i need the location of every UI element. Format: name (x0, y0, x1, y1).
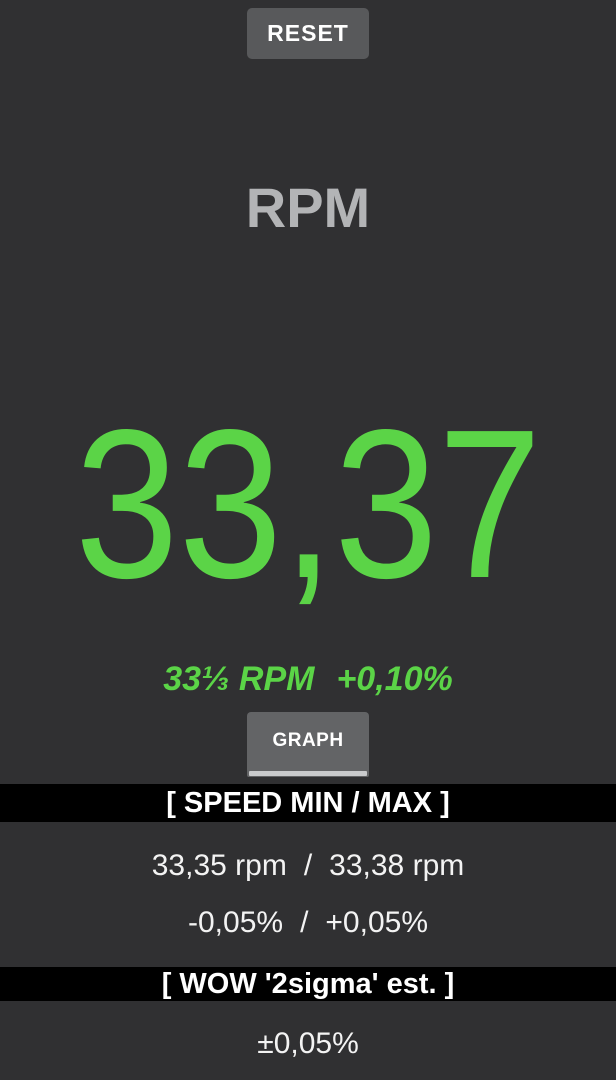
speed-max-rpm: 33,38 rpm (329, 849, 465, 882)
nominal-speed-row: 33⅓ RPM +0,10% (0, 660, 616, 699)
rpm-value-display: 33,37 (0, 398, 616, 610)
rpm-separator-slash: / (303, 849, 313, 882)
deviation-label: +0,10% (336, 660, 453, 698)
speed-minmax-header: [ SPEED MIN / MAX ] (0, 784, 616, 822)
measurement-title: RPM (245, 176, 371, 239)
reset-button[interactable]: RESET (247, 8, 369, 59)
speed-min-rpm: 33,35 rpm (151, 849, 287, 882)
pct-separator-slash: / (300, 906, 309, 939)
wow-header: [ WOW '2sigma' est. ] (0, 967, 616, 1001)
speed-minmax-rpm-row: 33,35 rpm / 33,38 rpm (0, 849, 616, 883)
wow-value: ±0,05% (257, 1027, 359, 1060)
graph-button-label: GRAPH (272, 730, 344, 751)
speed-minmax-pct-row: -0,05% / +0,05% (0, 906, 616, 940)
graph-tab-indicator (249, 771, 367, 776)
rpm-value: 33,37 (74, 385, 542, 622)
nominal-speed-label: 33⅓ RPM (163, 660, 315, 698)
speed-min-pct: -0,05% (188, 906, 284, 939)
graph-button[interactable]: GRAPH (247, 712, 369, 777)
speed-max-pct: +0,05% (325, 906, 428, 939)
